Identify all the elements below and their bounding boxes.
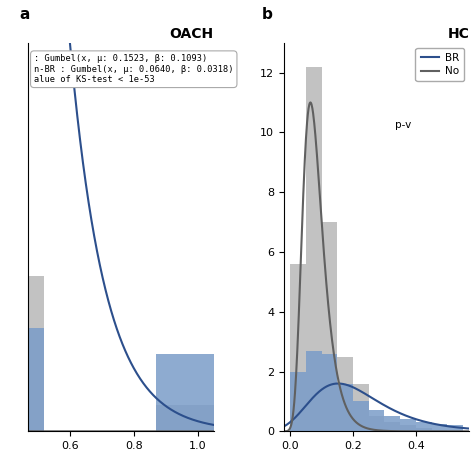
Bar [369,416,384,431]
Bar [156,354,214,431]
Bar [353,401,369,431]
Bar [290,372,306,431]
Text: HC: HC [447,27,469,42]
Text: b: b [262,7,273,22]
Bar [416,428,432,431]
Text: a: a [19,7,29,22]
Bar [384,416,400,431]
Bar [432,424,447,431]
Bar [322,354,337,431]
Bar [432,430,447,431]
Bar [337,356,353,431]
Bar [447,425,463,431]
Legend: BR, No: BR, No [415,48,464,82]
Bar [416,422,432,431]
Bar [369,410,384,431]
Text: OACH: OACH [170,27,214,42]
Bar [156,405,214,431]
Text: p-v: p-v [395,120,411,130]
Bar [306,351,322,431]
Bar [290,264,306,431]
Bar [322,222,337,431]
Bar [337,383,353,431]
Bar [306,66,322,431]
Bar [28,276,45,431]
Bar [353,383,369,431]
Bar [28,328,45,431]
Bar [384,422,400,431]
Bar [400,425,416,431]
Text: : Gumbel(x, μ: 0.1523, β: 0.1093)
n-BR : Gumbel(x, μ: 0.0640, β: 0.0318)
alue of: : Gumbel(x, μ: 0.1523, β: 0.1093) n-BR :… [34,55,234,84]
Bar [400,419,416,431]
